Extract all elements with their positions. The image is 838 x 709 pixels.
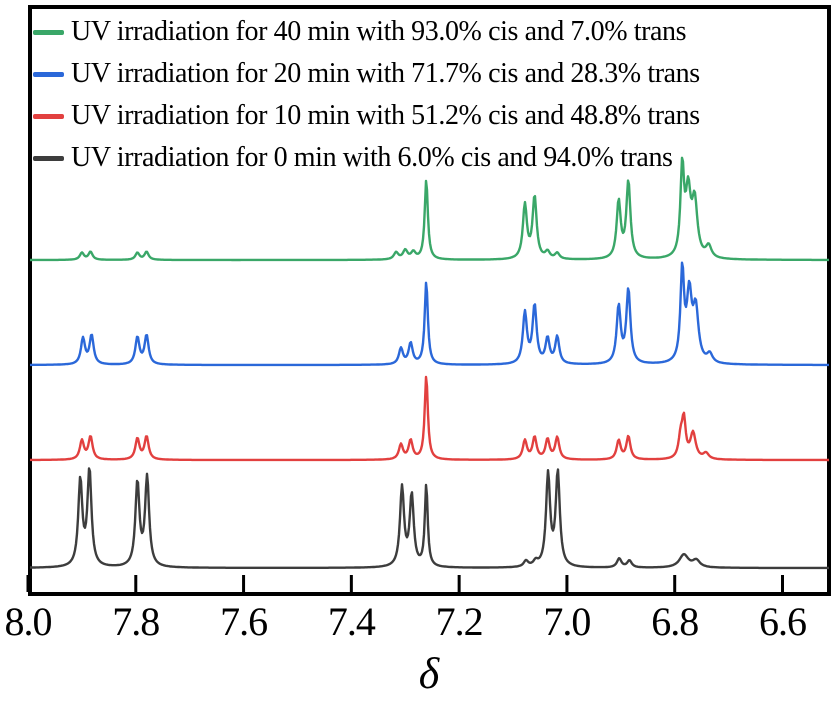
- legend-label: UV irradiation for 10 min with 51.2% cis…: [71, 100, 700, 131]
- legend: UV irradiation for 40 min with 93.0% cis…: [33, 11, 700, 179]
- x-tick-label: 6.8: [651, 599, 699, 644]
- legend-label: UV irradiation for 40 min with 93.0% cis…: [71, 16, 687, 47]
- legend-color-swatch: [33, 113, 64, 119]
- x-axis-title: δ: [418, 649, 440, 698]
- legend-color-swatch: [33, 155, 64, 161]
- legend-color-swatch: [33, 71, 64, 77]
- legend-item: UV irradiation for 40 min with 93.0% cis…: [33, 11, 700, 53]
- x-tick-label: 6.6: [758, 599, 807, 644]
- x-tick-label: 7.6: [220, 599, 268, 644]
- x-tick-label: 7.4: [327, 599, 376, 644]
- spectrum-trace: [29, 261, 830, 367]
- x-tick-label: 8.0: [4, 599, 53, 644]
- plot-frame: [28, 5, 831, 596]
- legend-item: UV irradiation for 0 min with 6.0% cis a…: [33, 137, 700, 179]
- x-tick-label: 7.8: [112, 599, 160, 644]
- legend-label: UV irradiation for 20 min with 71.7% cis…: [71, 58, 700, 89]
- spectra-traces: [29, 156, 830, 570]
- legend-item: UV irradiation for 20 min with 71.7% cis…: [33, 53, 700, 95]
- legend-color-swatch: [33, 29, 64, 35]
- x-axis-ticks: [26, 575, 784, 592]
- legend-label: UV irradiation for 0 min with 6.0% cis a…: [71, 142, 673, 173]
- spectrum-trace: [29, 467, 830, 570]
- x-tick-label: 7.0: [543, 599, 591, 644]
- legend-item: UV irradiation for 10 min with 51.2% cis…: [33, 95, 700, 137]
- spectrum-trace: [29, 375, 830, 462]
- spectrum-trace: [29, 156, 830, 262]
- x-tick-label: 7.2: [435, 599, 484, 644]
